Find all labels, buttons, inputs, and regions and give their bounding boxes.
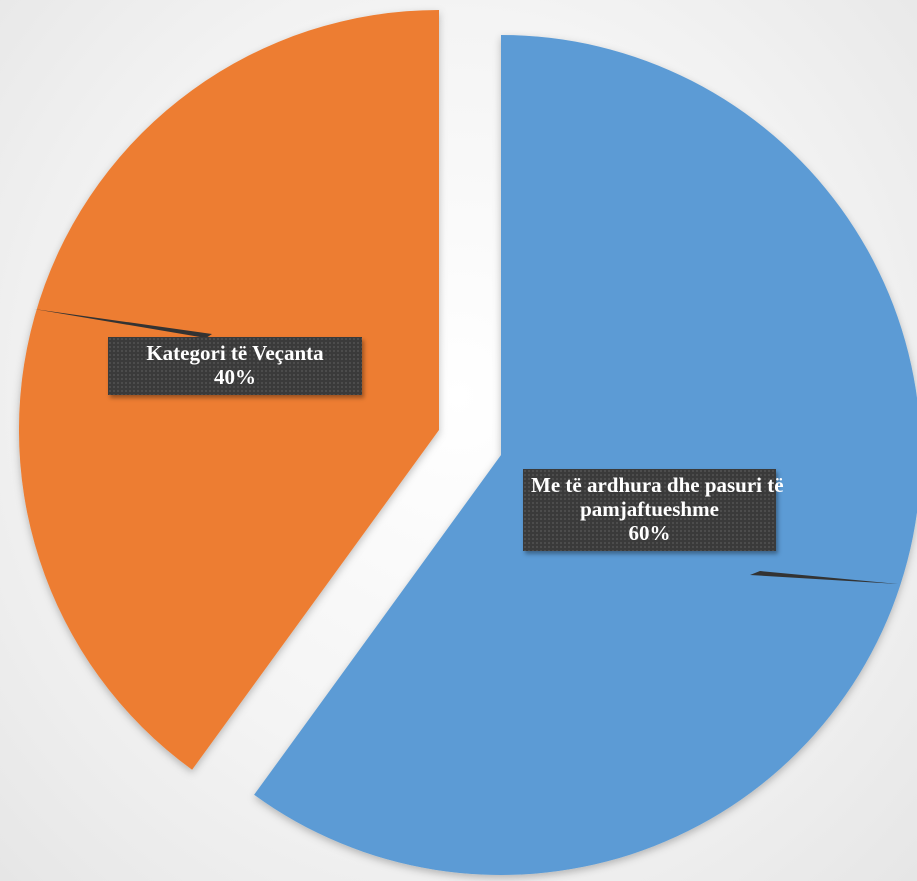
data-label-insufficient-income: Me të ardhura dhe pasuri të pamjaftueshm… — [523, 469, 784, 551]
label-name-line-2: pamjaftueshme — [580, 497, 719, 521]
leader-line-insufficient-income — [750, 571, 898, 584]
label-name-line-1: Kategori të Veçanta — [146, 341, 324, 365]
leader-line-special-categories — [34, 309, 212, 338]
label-percent: 40% — [214, 365, 256, 389]
label-percent: 60% — [628, 521, 671, 545]
label-name-line-1: Me të ardhura dhe pasuri të — [531, 473, 784, 497]
pie-slice-insufficient-income — [254, 35, 917, 875]
data-label-special-categories: Kategori të Veçanta 40% — [108, 337, 362, 395]
